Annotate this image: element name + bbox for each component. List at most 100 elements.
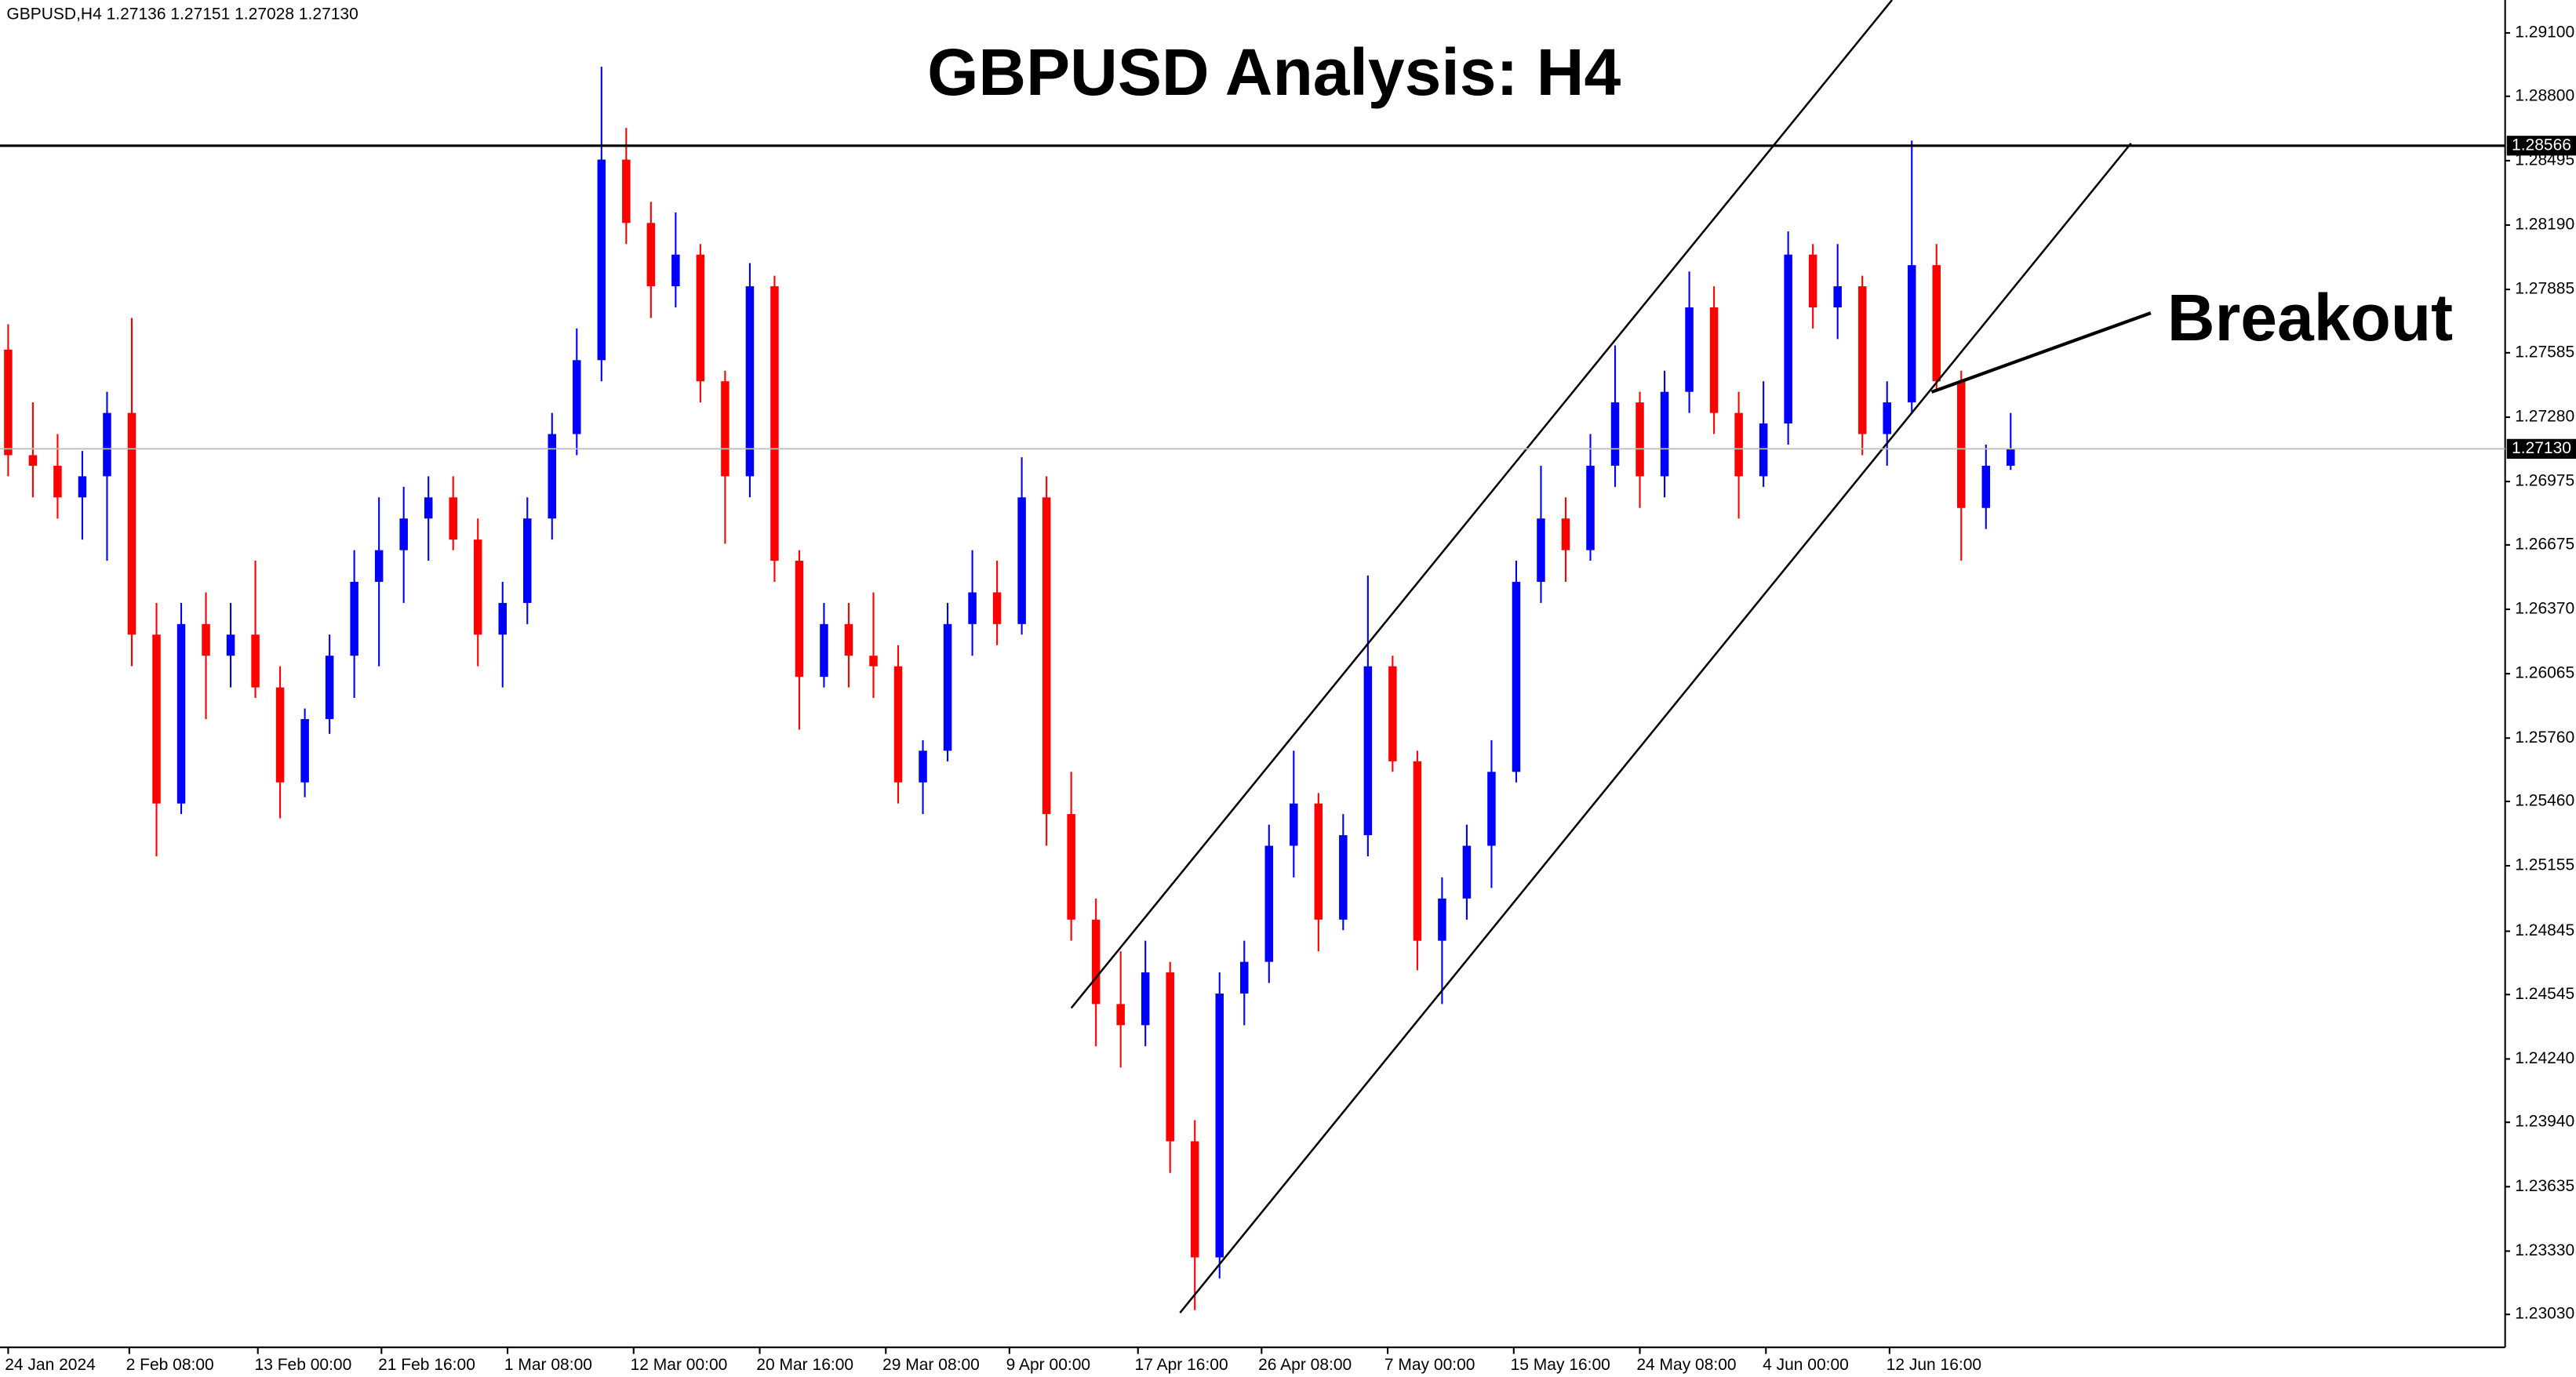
candle-body <box>1240 961 1249 994</box>
candle-body <box>1610 402 1620 466</box>
candle-body <box>202 623 210 656</box>
y-tick-label: 1.25155 <box>2515 856 2574 874</box>
level-label: 1.28566 <box>2512 136 2571 154</box>
candle-body <box>869 656 878 667</box>
y-tick-label: 1.24240 <box>2515 1049 2574 1067</box>
candle-body <box>424 497 433 519</box>
candle-body <box>992 592 1002 624</box>
candle-body <box>1141 972 1150 1026</box>
candle-body <box>1759 423 1768 477</box>
channel-lower <box>1179 142 2132 1313</box>
candle-body <box>696 254 705 382</box>
candle-body <box>176 623 186 804</box>
y-tick-label: 1.25460 <box>2515 792 2574 810</box>
x-tick-label: 29 Mar 08:00 <box>882 1356 980 1374</box>
candle-body <box>795 561 804 678</box>
x-tick-label: 2 Feb 08:00 <box>126 1356 214 1374</box>
level-label-box <box>2506 136 2576 156</box>
candle-body <box>226 634 235 656</box>
candle-body <box>1883 402 1891 434</box>
y-tick-label: 1.27280 <box>2515 408 2574 426</box>
candle-body <box>473 540 482 635</box>
candle-body <box>1685 307 1694 392</box>
x-tick-label: 9 Apr 00:00 <box>1006 1356 1090 1374</box>
candle-body <box>1957 381 1966 508</box>
candle-body <box>646 223 656 287</box>
candle-body <box>374 550 384 582</box>
candle-body <box>449 497 457 540</box>
x-tick-label: 15 May 16:00 <box>1511 1356 1610 1374</box>
candle-body <box>1413 761 1422 941</box>
candle-body <box>1857 286 1867 434</box>
candle-body <box>1808 254 1817 307</box>
x-tick-label: 21 Feb 16:00 <box>378 1356 475 1374</box>
candle-body <box>251 634 260 688</box>
channel-upper <box>1070 0 1894 1009</box>
chart-title: GBPUSD Analysis: H4 <box>927 35 1621 109</box>
candle-body <box>1907 265 1916 403</box>
y-tick-label: 1.29100 <box>2515 24 2574 42</box>
candle-body <box>300 718 309 783</box>
candle-body <box>1709 307 1719 413</box>
y-tick-label: 1.24845 <box>2515 921 2574 939</box>
candle-body <box>28 455 38 466</box>
candle-body <box>1388 666 1397 761</box>
price-label: 1.27130 <box>2512 439 2571 457</box>
candle-body <box>1734 412 1743 477</box>
candle-body <box>745 286 755 477</box>
candle-body <box>53 465 62 498</box>
candle-body <box>1290 803 1298 846</box>
y-tick-label: 1.28190 <box>2515 216 2574 234</box>
candle-body <box>1462 845 1472 899</box>
y-tick-label: 1.28800 <box>2515 86 2574 104</box>
x-tick-label: 13 Feb 00:00 <box>255 1356 352 1374</box>
x-tick-label: 24 May 08:00 <box>1636 1356 1736 1374</box>
candle-body <box>1363 666 1373 836</box>
breakout-pointer <box>1930 311 2152 394</box>
candle-body <box>1660 391 1669 477</box>
annotation: Breakout <box>2167 281 2453 354</box>
candle-body <box>1067 814 1075 920</box>
candle-body <box>1981 465 1991 508</box>
candle-body <box>1042 497 1051 815</box>
candle-body <box>1833 286 1842 307</box>
candle-body <box>1264 845 1274 962</box>
x-tick-label: 20 Mar 16:00 <box>756 1356 853 1374</box>
candles <box>4 67 2015 1310</box>
candle-body <box>671 254 680 287</box>
y-tick-label: 1.27885 <box>2515 280 2574 298</box>
candle-body <box>1339 835 1348 920</box>
candle-body <box>893 666 903 783</box>
candle-body <box>1487 772 1496 846</box>
y-tick-label: 1.26065 <box>2515 664 2574 682</box>
candle-body <box>350 581 358 656</box>
candle-body <box>1635 402 1644 477</box>
symbol-header: GBPUSD,H4 1.27136 1.27151 1.27028 1.2713… <box>6 5 358 23</box>
x-tick-label: 7 May 00:00 <box>1384 1356 1475 1374</box>
candle-body <box>770 286 779 561</box>
x-tick-label: 17 Apr 16:00 <box>1135 1356 1228 1374</box>
y-tick-label: 1.23940 <box>2515 1113 2574 1131</box>
candle-body <box>399 518 408 550</box>
candle-body <box>1314 803 1323 920</box>
candle-body <box>1512 581 1521 772</box>
y-tick-label: 1.23330 <box>2515 1241 2574 1259</box>
candle-body <box>152 634 161 804</box>
candle-body <box>275 687 285 783</box>
x-tick-label: 4 Jun 00:00 <box>1763 1356 1849 1374</box>
candle-body <box>820 623 828 678</box>
candle-body <box>1166 972 1174 1142</box>
y-tick-label: 1.23635 <box>2515 1177 2574 1195</box>
candle-body <box>721 381 730 477</box>
y-tick-label: 1.26675 <box>2515 535 2574 553</box>
y-tick-label: 1.27585 <box>2515 343 2574 361</box>
candle-body <box>1784 254 1792 424</box>
candle-body <box>78 476 87 498</box>
candle-body <box>919 750 927 783</box>
candle-body <box>1116 1004 1125 1026</box>
x-tick-label: 12 Jun 16:00 <box>1887 1356 1981 1374</box>
candle-body <box>1091 919 1101 1005</box>
